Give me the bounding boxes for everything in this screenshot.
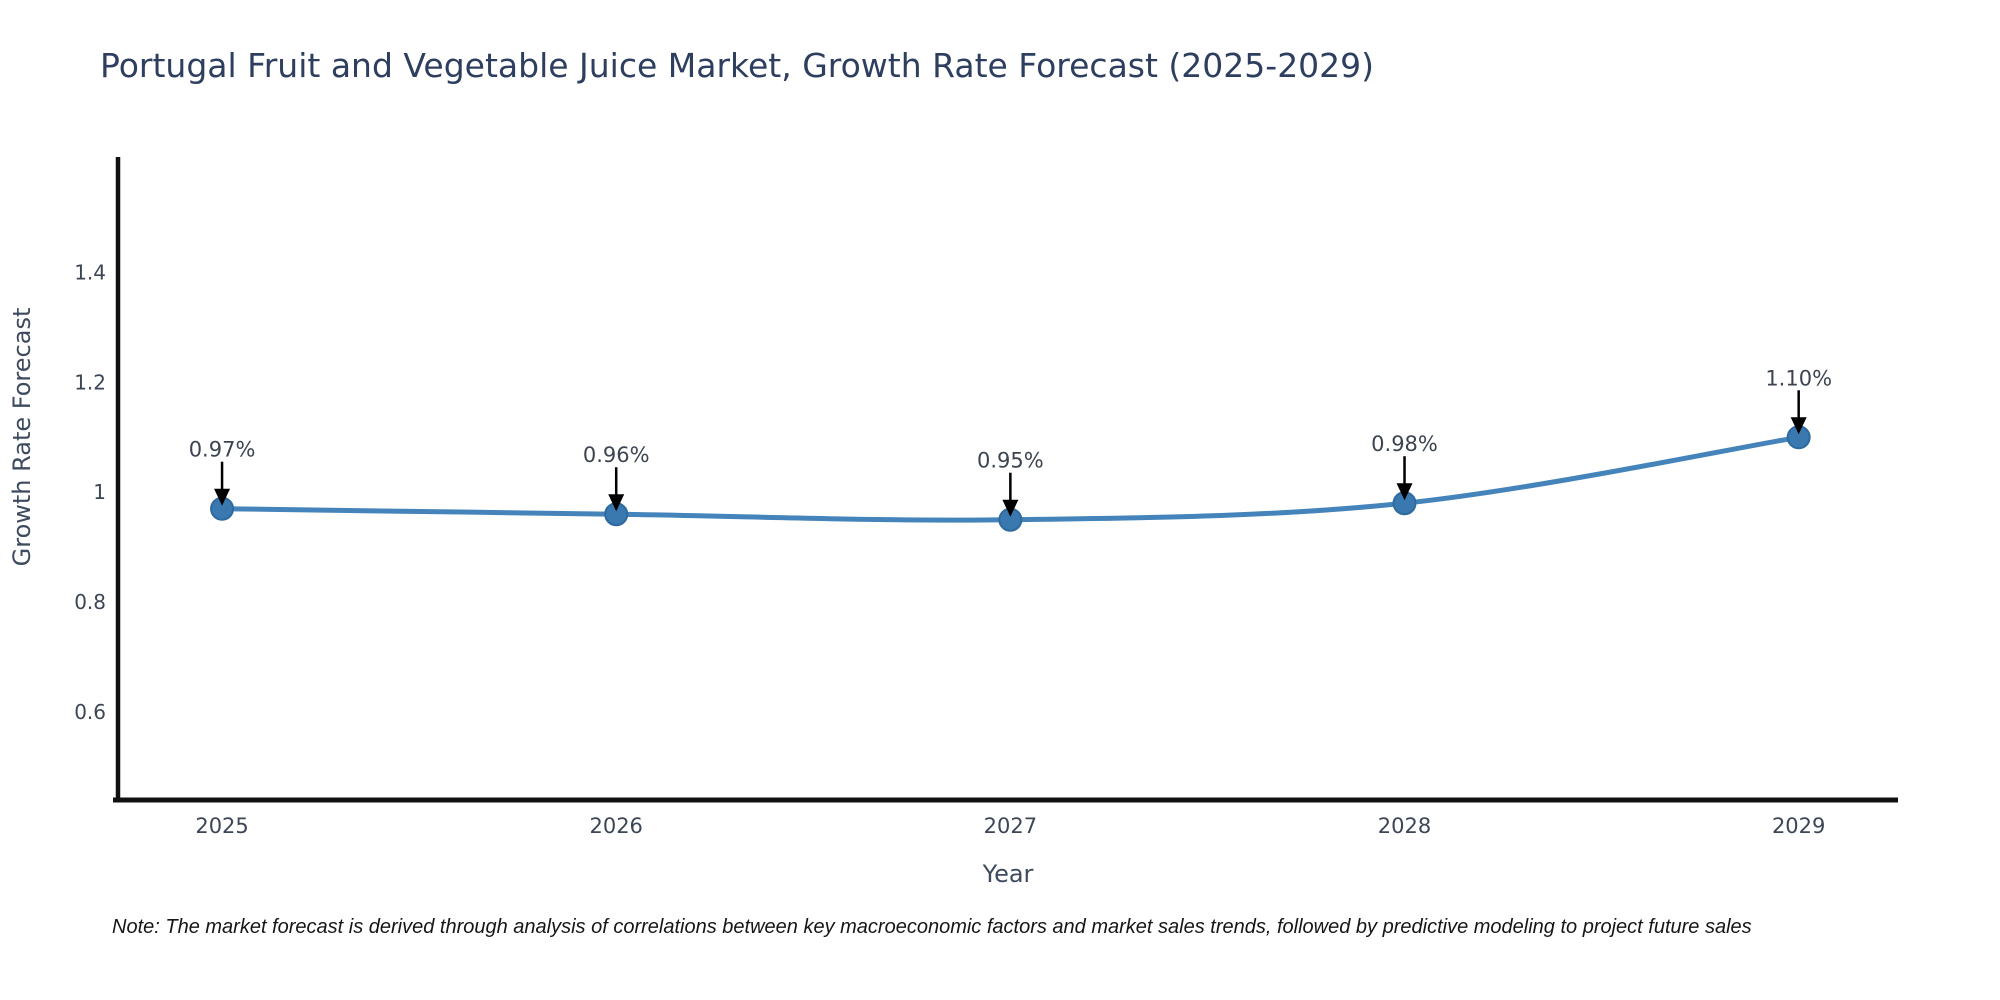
y-tick-label: 0.8	[74, 590, 106, 614]
annotation-arrow-head	[608, 494, 625, 512]
x-tick-label: 2027	[984, 814, 1037, 838]
y-tick-label: 0.6	[74, 700, 106, 724]
data-point-label: 0.96%	[583, 443, 650, 467]
x-tick-label: 2028	[1378, 814, 1431, 838]
y-tick-label: 1.4	[74, 260, 106, 284]
x-tick-label: 2025	[195, 814, 248, 838]
data-point-label: 0.98%	[1371, 432, 1438, 456]
x-tick-label: 2029	[1772, 814, 1825, 838]
chart-title: Portugal Fruit and Vegetable Juice Marke…	[100, 46, 1375, 85]
y-tick-label: 1	[93, 480, 106, 504]
annotation-arrow-head	[1396, 483, 1413, 501]
x-tick-label: 2026	[589, 814, 642, 838]
annotation-arrow-head	[214, 488, 231, 506]
y-tick-label: 1.2	[74, 370, 106, 394]
data-point-label: 1.10%	[1765, 366, 1832, 390]
x-axis-title: Year	[982, 860, 1034, 888]
data-point-label: 0.97%	[189, 438, 256, 462]
annotation-arrow-head	[1790, 417, 1807, 435]
footnote: Note: The market forecast is derived thr…	[112, 916, 1752, 938]
annotation-arrow-head	[1002, 499, 1019, 517]
data-point-label: 0.95%	[977, 449, 1044, 473]
y-axis-title: Growth Rate Forecast	[8, 308, 36, 567]
